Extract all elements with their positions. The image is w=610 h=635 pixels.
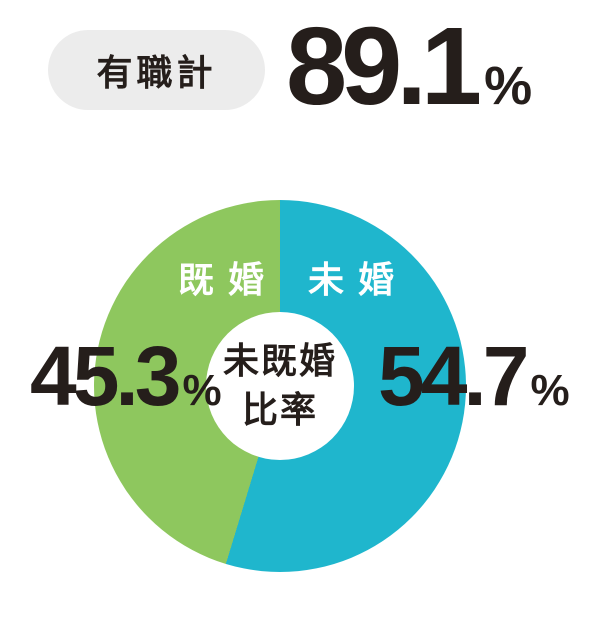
slice-label-married: 既婚 [178,259,279,300]
total-value-unit: % [484,56,533,116]
chart-center-label-line2: 比率 [241,389,318,430]
slice-value-married-unit: % [182,366,222,415]
slice-value-married-number: 45.3 [30,329,181,423]
total-value: 89.1% [286,6,532,127]
category-badge: 有職計 [48,30,265,110]
chart-center-label-line1: 未既婚 [222,340,337,382]
slice-value-married: 45.3% [30,330,222,422]
slice-value-unmarried-unit: % [530,366,570,415]
donut-hole: 未既婚 比率 [206,312,354,460]
slice-value-unmarried-number: 54.7 [378,329,529,423]
chart-center-label: 未既婚 比率 [223,337,337,434]
slice-label-unmarried: 未婚 [308,259,409,300]
slice-value-unmarried: 54.7% [378,330,570,422]
total-value-number: 89.1 [286,5,482,128]
category-badge-label: 有職計 [96,52,217,93]
